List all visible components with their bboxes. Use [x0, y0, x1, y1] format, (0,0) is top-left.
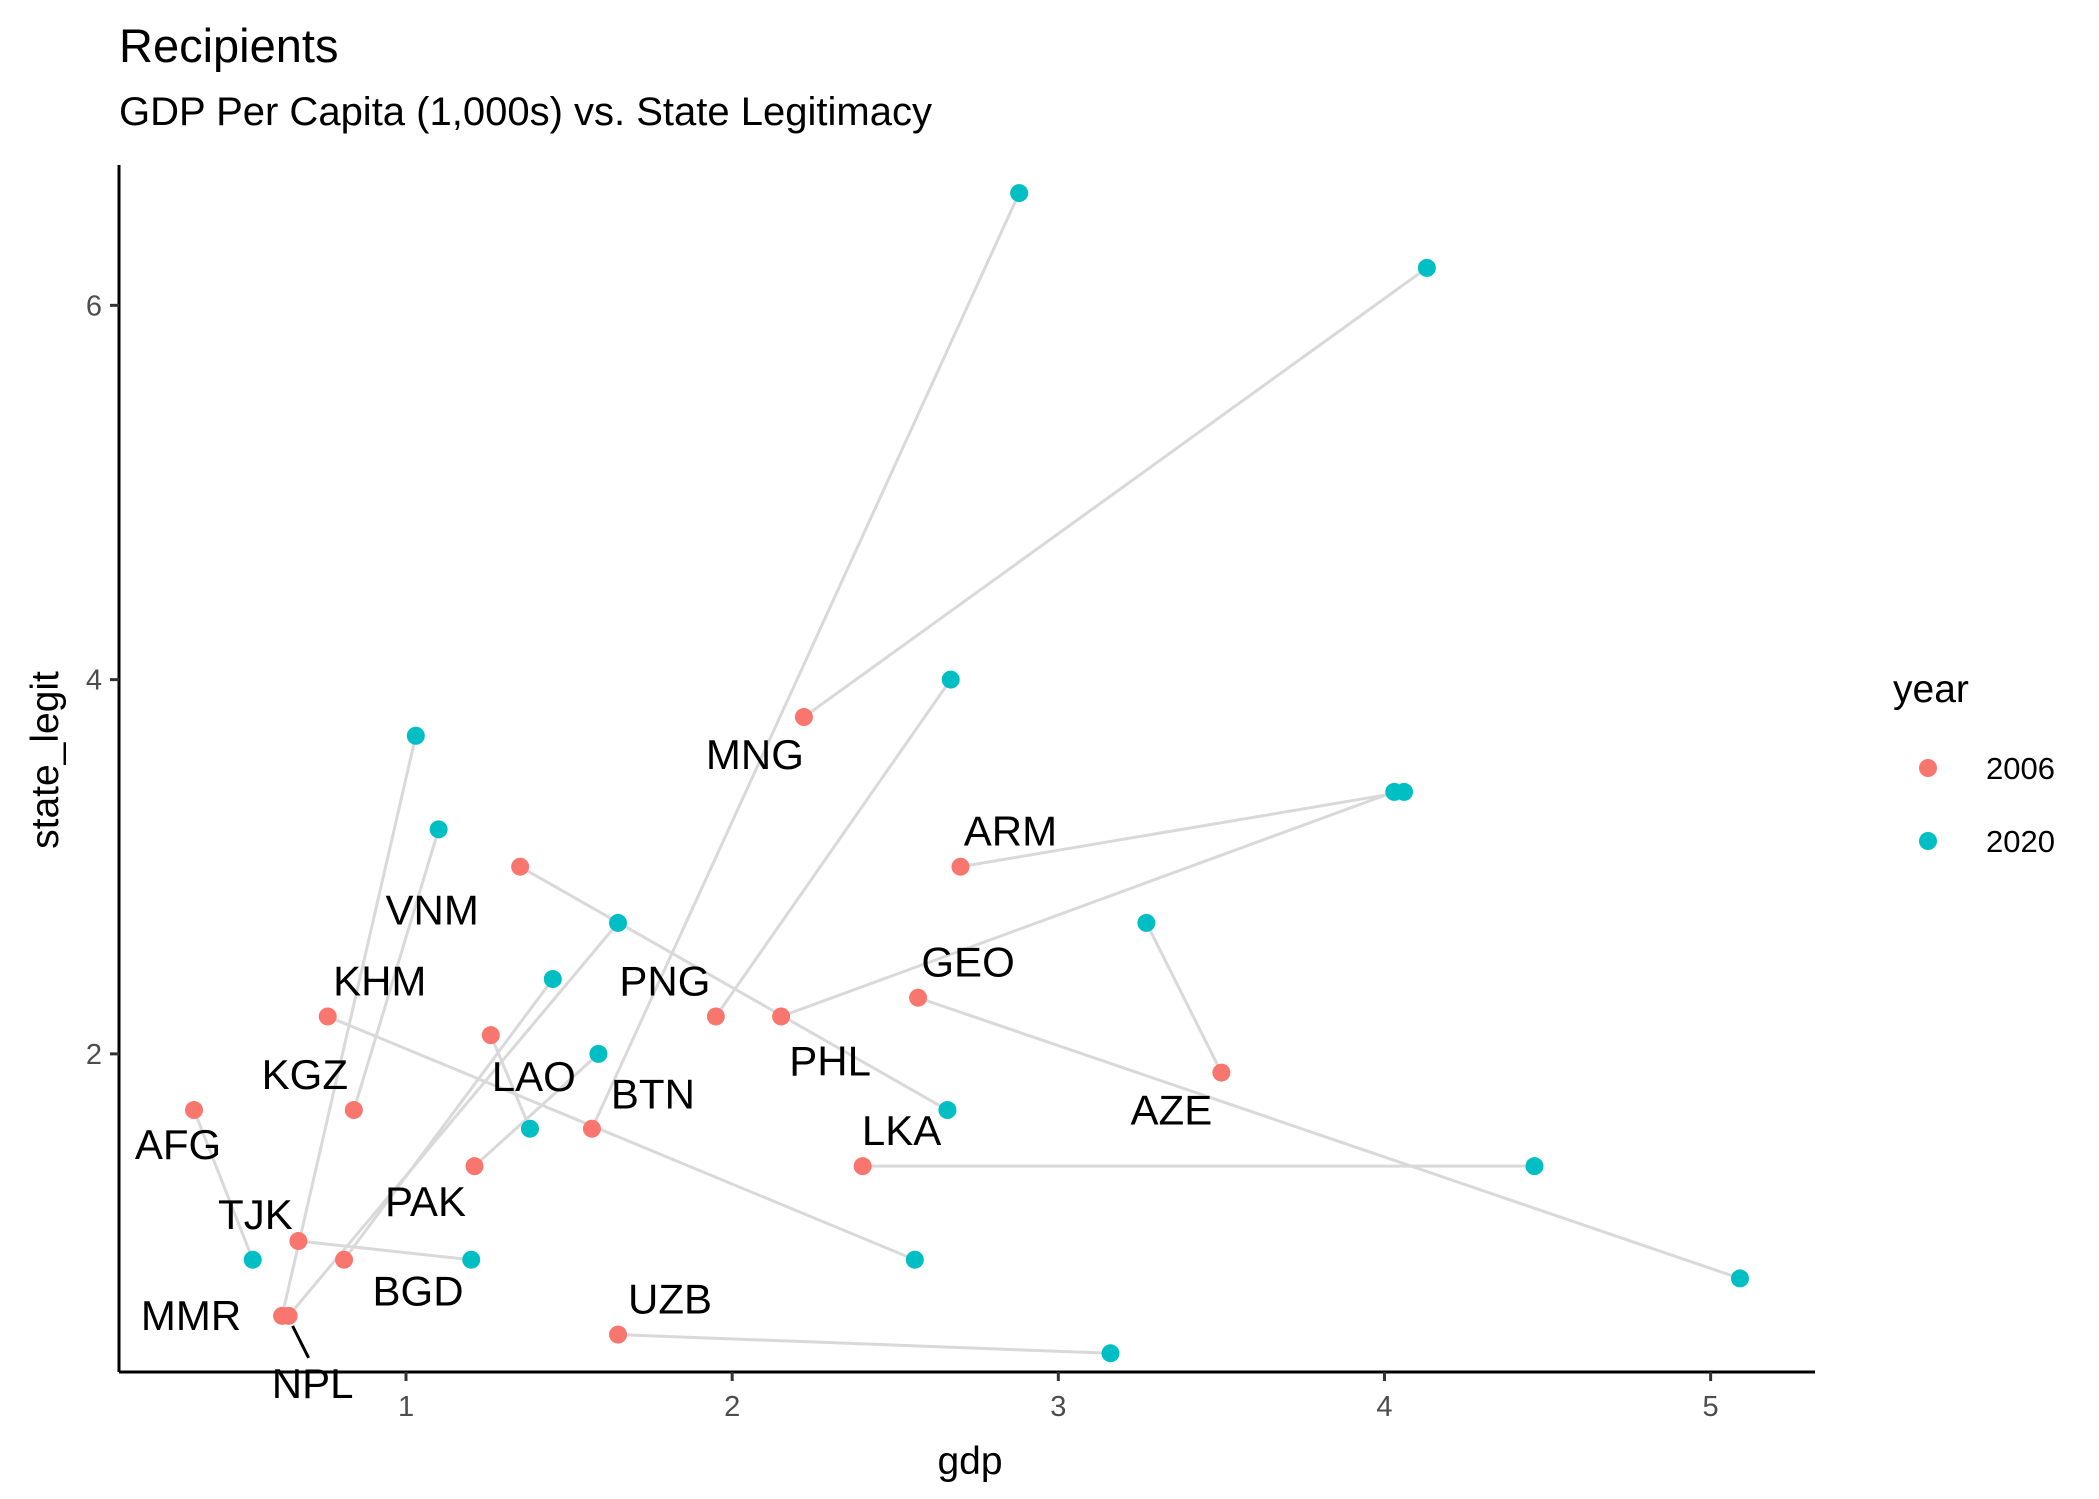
point-2020-png	[941, 670, 960, 689]
x-axis-title: gdp	[937, 1440, 1002, 1483]
point-2006-mng	[794, 708, 813, 727]
point-2006-bgd	[335, 1250, 354, 1269]
y-tick-label-6: 6	[86, 290, 102, 322]
point-2006-aze	[1212, 1063, 1231, 1082]
label-pak: PAK	[385, 1178, 466, 1225]
point-2020-arm	[1395, 782, 1414, 801]
point-labels: AFG MMR NPL TJK KHM BGD KGZ PAK LAO VNM BTN UZB PNG P…	[135, 731, 1212, 1407]
point-2020-bgd	[543, 970, 562, 989]
label-vnm: VNM	[385, 887, 478, 934]
connector-geo	[917, 996, 1741, 1280]
legend-label-2020: 2020	[1986, 824, 2055, 859]
point-2006-vnm	[511, 857, 530, 876]
connector-mng	[803, 266, 1428, 719]
point-2020-lao	[520, 1119, 539, 1138]
y-tick-label-4: 4	[86, 665, 102, 697]
label-arm: ARM	[964, 808, 1057, 855]
legend-key-2020	[1919, 832, 1937, 850]
label-aze: AZE	[1131, 1087, 1213, 1134]
connector-lao	[489, 1034, 532, 1130]
label-mmr: MMR	[141, 1292, 241, 1339]
point-2020-tjk	[462, 1250, 481, 1269]
connector-afg	[192, 1109, 255, 1261]
connector-aze	[1145, 922, 1223, 1074]
point-2020-btn	[1010, 184, 1029, 203]
point-2006-png	[706, 1007, 725, 1026]
connector-khm	[327, 1015, 916, 1262]
point-2006-btn	[582, 1119, 601, 1138]
label-lka: LKA	[862, 1107, 941, 1154]
point-2020-aze	[1137, 913, 1156, 932]
point-2020-kgz	[429, 820, 448, 839]
point-2020-uzb	[1101, 1344, 1120, 1363]
label-png: PNG	[619, 957, 710, 1004]
label-kgz: KGZ	[262, 1051, 348, 1098]
x-tick-label-5: 5	[1703, 1391, 1719, 1423]
data-points	[185, 184, 1749, 1363]
label-lao: LAO	[492, 1053, 576, 1100]
label-npl: NPL	[272, 1360, 354, 1407]
connector-arm	[960, 790, 1405, 869]
label-mng: MNG	[706, 731, 804, 778]
point-2020-mng	[1417, 258, 1436, 277]
point-2006-uzb	[609, 1325, 628, 1344]
legend: year 2006 2020	[1893, 668, 2055, 859]
point-2020-pak	[589, 1044, 608, 1063]
connector-tjk	[298, 1239, 472, 1262]
legend-title: year	[1893, 668, 1969, 711]
x-tick-label-1: 1	[398, 1391, 414, 1423]
point-2006-phl	[772, 1007, 791, 1026]
point-2020-npl	[609, 913, 628, 932]
connector-lines	[192, 192, 1741, 1355]
point-2006-khm	[318, 1007, 337, 1026]
legend-label-2006: 2006	[1986, 751, 2055, 786]
point-2020-lka	[1525, 1157, 1544, 1176]
point-2006-kgz	[344, 1101, 363, 1120]
point-2006-lao	[481, 1026, 500, 1045]
point-2006-lka	[853, 1157, 872, 1176]
chart-title: Recipients	[119, 19, 339, 72]
point-2006-pak	[465, 1157, 484, 1176]
label-phl: PHL	[789, 1037, 871, 1084]
point-2020-vnm	[938, 1101, 957, 1120]
connector-uzb	[617, 1333, 1111, 1355]
label-afg: AFG	[135, 1121, 221, 1168]
point-2020-afg	[243, 1250, 262, 1269]
x-tick-label-2: 2	[724, 1391, 740, 1423]
connector-phl	[780, 790, 1395, 1018]
connector-pak	[473, 1052, 600, 1168]
point-2020-khm	[905, 1250, 924, 1269]
label-geo: GEO	[921, 939, 1014, 986]
connector-npl	[287, 921, 620, 1317]
chart-subtitle: GDP Per Capita (1,000s) vs. State Legiti…	[119, 90, 932, 134]
point-2006-afg	[185, 1101, 204, 1120]
label-uzb: UZB	[628, 1276, 712, 1323]
label-khm: KHM	[333, 957, 426, 1004]
point-2006-npl	[279, 1306, 298, 1325]
label-bgd: BGD	[373, 1268, 464, 1315]
label-tjk: TJK	[218, 1191, 293, 1238]
connector-btn	[590, 192, 1021, 1130]
point-2006-geo	[909, 988, 928, 1007]
connector-bgd	[342, 978, 554, 1261]
label-btn: BTN	[611, 1071, 695, 1118]
y-tick-label-2: 2	[86, 1039, 102, 1071]
axes: 1 2 3 4 5 2 4 6	[86, 165, 1815, 1423]
y-axis-title: state_legit	[24, 671, 67, 849]
x-tick-label-3: 3	[1050, 1391, 1066, 1423]
connector-png	[714, 678, 952, 1018]
point-2020-mmr	[406, 726, 425, 745]
label-leader-npl	[291, 1325, 310, 1359]
legend-key-2006	[1919, 759, 1937, 777]
x-tick-label-4: 4	[1376, 1391, 1392, 1423]
point-2006-arm	[951, 857, 970, 876]
point-2020-geo	[1730, 1269, 1749, 1288]
point-2006-tjk	[289, 1232, 308, 1251]
connector-kgz	[352, 828, 441, 1111]
